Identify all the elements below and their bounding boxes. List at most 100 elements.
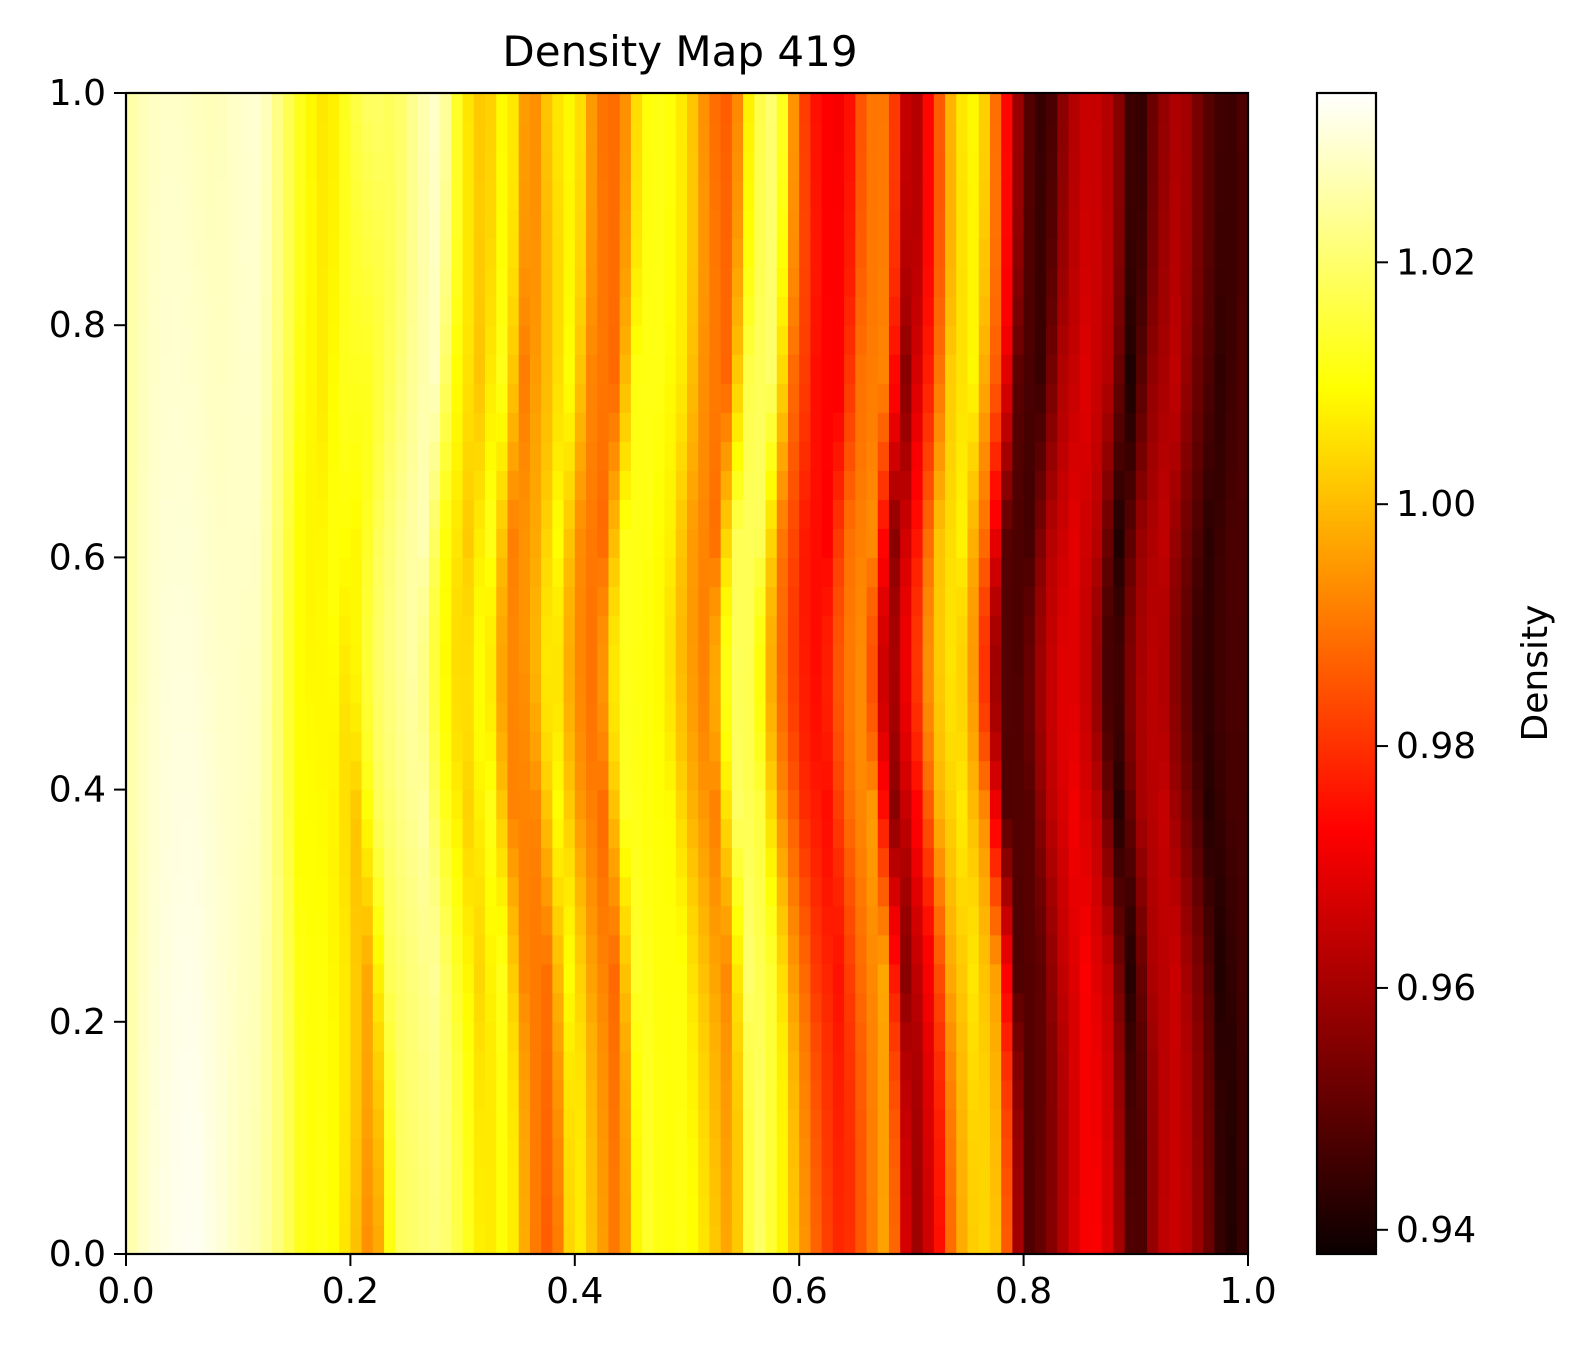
- heatmap-cell: [888, 296, 901, 326]
- heatmap-cell: [731, 1021, 744, 1052]
- heatmap-cell: [720, 760, 733, 791]
- heatmap-cell: [440, 586, 452, 617]
- heatmap-cell: [406, 238, 419, 268]
- heatmap-cell: [799, 992, 812, 1023]
- heatmap-cell: [148, 354, 161, 384]
- heatmap-cell: [709, 615, 722, 646]
- heatmap-cell: [586, 615, 598, 646]
- heatmap-cell: [283, 876, 295, 907]
- heatmap-cell: [238, 673, 251, 704]
- heatmap-cell: [1102, 267, 1114, 297]
- heatmap-cell: [1180, 238, 1193, 268]
- heatmap-cell: [630, 209, 643, 239]
- heatmap-cell: [608, 528, 621, 559]
- heatmap-cell: [787, 151, 800, 181]
- heatmap-cell: [866, 528, 879, 559]
- heatmap-cell: [1001, 412, 1013, 442]
- heatmap-cell: [350, 992, 363, 1023]
- heatmap-cell: [888, 528, 901, 559]
- heatmap-cell: [1236, 847, 1249, 878]
- heatmap-cell: [451, 673, 464, 704]
- heatmap-cell: [1135, 499, 1148, 529]
- heatmap-cell: [1124, 354, 1137, 384]
- heatmap-cell: [709, 992, 722, 1023]
- heatmap-cell: [384, 557, 396, 588]
- heatmap-cell: [675, 963, 688, 994]
- heatmap-cell: [384, 180, 396, 210]
- heatmap-cell: [1147, 296, 1159, 326]
- heatmap-cell: [1203, 383, 1215, 413]
- heatmap-cell: [1012, 151, 1025, 181]
- heatmap-cell: [1191, 673, 1204, 704]
- heatmap-cell: [226, 586, 239, 617]
- heatmap-cell: [518, 1050, 531, 1081]
- heatmap-cell: [1236, 1050, 1249, 1081]
- heatmap-cell: [1180, 1021, 1193, 1052]
- heatmap-cell: [642, 934, 654, 965]
- heatmap-cell: [518, 354, 531, 384]
- heatmap-cell: [485, 267, 497, 297]
- heatmap-cell: [182, 1021, 194, 1052]
- heatmap-cell: [496, 180, 509, 210]
- heatmap-cell: [552, 1021, 565, 1052]
- heatmap-cell: [473, 1137, 486, 1168]
- heatmap-cell: [776, 470, 789, 500]
- heatmap-cell: [1124, 847, 1137, 878]
- heatmap-cell: [956, 992, 969, 1023]
- heatmap-cell: [978, 1050, 991, 1081]
- heatmap-cell: [1102, 209, 1114, 239]
- heatmap-cell: [922, 267, 935, 297]
- heatmap-cell: [787, 731, 800, 762]
- heatmap-cell: [933, 1079, 946, 1110]
- heatmap-cell: [283, 615, 295, 646]
- heatmap-cell: [148, 934, 161, 965]
- heatmap-cell: [496, 93, 509, 123]
- heatmap-cell: [754, 1224, 767, 1255]
- heatmap-cell: [1012, 1108, 1025, 1139]
- heatmap-cell: [933, 354, 946, 384]
- heatmap-cell: [361, 1195, 374, 1226]
- heatmap-cell: [855, 1166, 868, 1197]
- heatmap-cell: [754, 1108, 767, 1139]
- heatmap-cell: [978, 731, 991, 762]
- heatmap-cell: [787, 499, 800, 529]
- heatmap-cell: [1023, 760, 1036, 791]
- heatmap-cell: [1001, 151, 1013, 181]
- heatmap-cell: [687, 151, 699, 181]
- heatmap-cell: [137, 296, 150, 326]
- heatmap-cell: [608, 644, 621, 675]
- heatmap-cell: [428, 818, 441, 849]
- heatmap-cell: [384, 615, 396, 646]
- heatmap-cell: [496, 644, 509, 675]
- heatmap-cell: [1203, 847, 1215, 878]
- heatmap-cell: [608, 789, 621, 820]
- heatmap-cell: [586, 238, 598, 268]
- heatmap-cell: [855, 238, 868, 268]
- heatmap-cell: [260, 1166, 273, 1197]
- heatmap-cell: [294, 1137, 307, 1168]
- heatmap-cell: [743, 93, 755, 123]
- heatmap-cell: [799, 1079, 812, 1110]
- heatmap-cell: [204, 238, 217, 268]
- heatmap-cell: [182, 557, 194, 588]
- heatmap-cell: [776, 905, 789, 936]
- heatmap-cell: [866, 760, 879, 791]
- heatmap-cell: [417, 1021, 430, 1052]
- heatmap-cell: [1214, 296, 1227, 326]
- heatmap-cell: [215, 1224, 228, 1255]
- heatmap-cell: [541, 1137, 553, 1168]
- heatmap-cell: [406, 267, 419, 297]
- heatmap-cell: [675, 992, 688, 1023]
- heatmap-cell: [855, 1195, 868, 1226]
- heatmap-cell: [799, 818, 812, 849]
- heatmap-cell: [1023, 238, 1036, 268]
- heatmap-cell: [529, 296, 542, 326]
- heatmap-cell: [529, 499, 542, 529]
- heatmap-cell: [586, 586, 598, 617]
- heatmap-cell: [271, 151, 284, 181]
- heatmap-cell: [630, 818, 643, 849]
- heatmap-cell: [563, 1021, 576, 1052]
- heatmap-cell: [294, 702, 307, 733]
- heatmap-cell: [327, 499, 340, 529]
- heatmap-cell: [1124, 441, 1137, 471]
